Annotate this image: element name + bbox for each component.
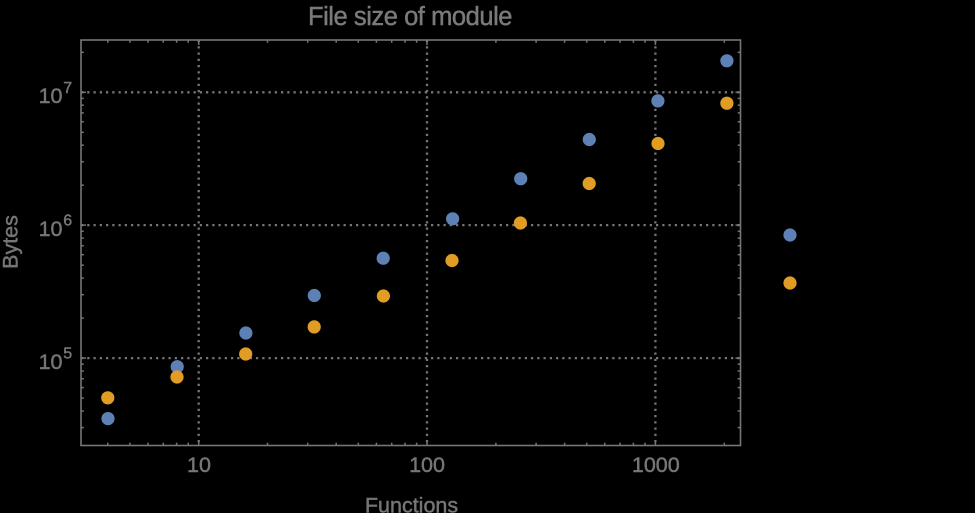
svg-text:6: 6 (63, 213, 72, 230)
svg-text:1000: 1000 (632, 453, 680, 477)
svg-text:10: 10 (39, 350, 63, 374)
svg-text:10: 10 (39, 217, 63, 241)
svg-text:10: 10 (187, 453, 211, 477)
svg-text:Bytes: Bytes (0, 215, 23, 269)
svg-text:7: 7 (63, 80, 72, 97)
svg-text:File size of module: File size of module (308, 3, 512, 31)
svg-text:5: 5 (63, 346, 72, 363)
svg-text:10: 10 (39, 84, 63, 108)
svg-text:Functions: Functions (365, 493, 458, 513)
svg-text:100: 100 (409, 453, 445, 477)
